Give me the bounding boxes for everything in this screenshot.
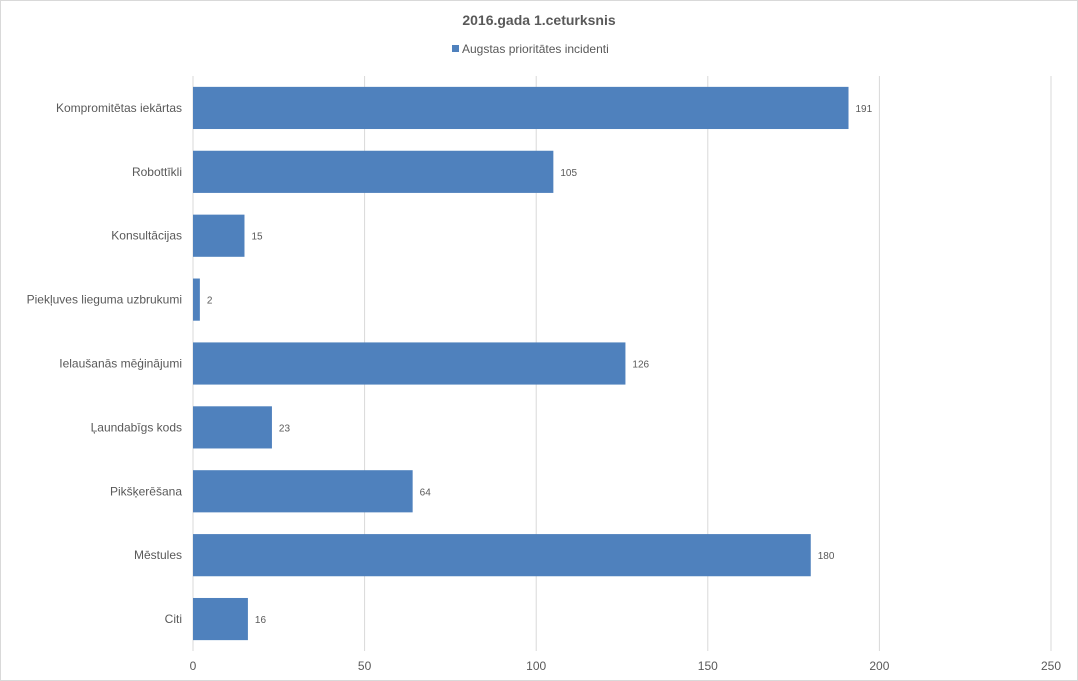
data-label: 23: [279, 423, 291, 434]
category-label: Pikšķerēšana: [110, 484, 182, 498]
bar: [193, 470, 413, 513]
x-tick-label: 200: [869, 659, 889, 673]
bar: [193, 278, 200, 321]
category-label: Konsultācijas: [111, 229, 182, 243]
category-label: Kompromitētas iekārtas: [56, 101, 182, 115]
bars: [193, 86, 849, 641]
bar: [193, 214, 245, 257]
bar: [193, 597, 248, 641]
legend-swatch: [452, 45, 459, 52]
category-labels: Kompromitētas iekārtas Robottīkli Konsultā…: [27, 101, 183, 626]
legend: Augstas prioritātes incidenti: [452, 42, 609, 56]
category-label: Robottīkli: [132, 165, 182, 179]
data-label: 191: [856, 104, 873, 115]
category-label: Ļaundabīgs kods: [91, 420, 182, 434]
data-label: 16: [255, 615, 267, 626]
data-label: 2: [207, 296, 213, 307]
x-tick-label: 150: [698, 659, 718, 673]
category-label: Ielaušanās mēģinājumi: [59, 357, 182, 371]
x-tick-label: 50: [358, 659, 372, 673]
data-label: 180: [818, 551, 835, 562]
legend-label: Augstas prioritātes incidenti: [462, 42, 609, 56]
bar: [193, 342, 626, 385]
bar: [193, 534, 811, 577]
x-tick-label: 250: [1041, 659, 1061, 673]
bar: [193, 150, 554, 193]
category-label: Citi: [165, 612, 182, 626]
data-labels: 191 105 15 2 126 23 64 180 16: [207, 104, 873, 626]
category-label: Mēstules: [134, 548, 182, 562]
category-label: Piekļuves lieguma uzbrukumi: [27, 293, 182, 307]
data-label: 64: [420, 487, 432, 498]
bar: [193, 406, 272, 449]
data-label: 105: [560, 168, 577, 179]
x-tick-label: 0: [190, 659, 197, 673]
data-label: 15: [251, 232, 263, 243]
chart-title: 2016.gada 1.ceturksnis: [462, 12, 616, 28]
data-label: 126: [632, 360, 649, 371]
bar: [193, 86, 849, 130]
tick-labels: 0 50 100 150 200 250: [190, 659, 1062, 673]
x-tick-label: 100: [526, 659, 546, 673]
